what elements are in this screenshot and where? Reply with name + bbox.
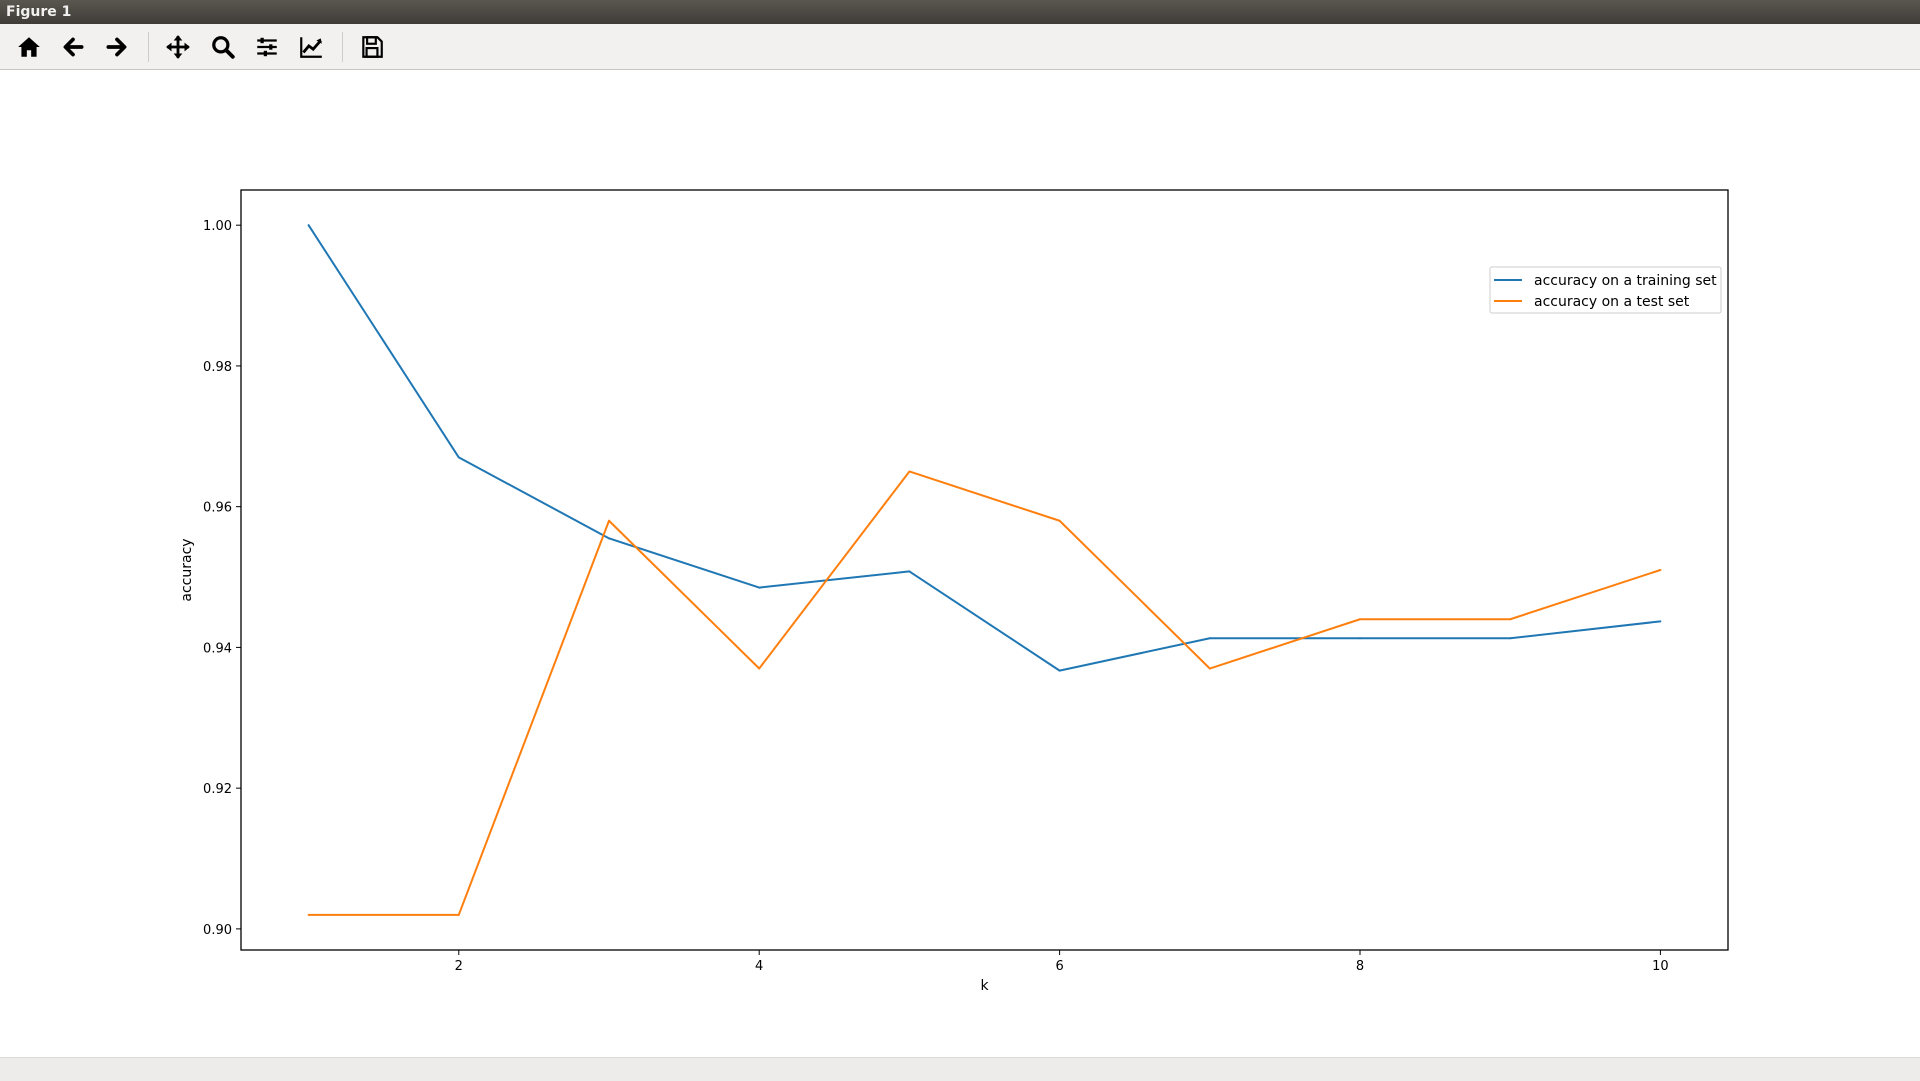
data-point [607, 537, 610, 540]
data-point [1659, 620, 1662, 623]
y-axis: 0.90 0.92 0.94 0.96 0.98 1.00 [203, 219, 241, 938]
data-point [908, 470, 911, 473]
floppy-disk-icon [362, 36, 383, 58]
data-point [307, 913, 310, 916]
data-point [457, 913, 460, 916]
navigation-toolbar [0, 24, 1920, 70]
toolbar-separator [148, 32, 149, 62]
series-layer [307, 224, 1662, 916]
y-tick-label: 0.90 [203, 923, 232, 938]
x-tick-label: 8 [1356, 959, 1364, 974]
figure-canvas[interactable]: 2 4 6 8 10 0.90 0.92 0.94 0.96 0.98 1.00 k accura… [0, 71, 1920, 1057]
x-tick-label: 4 [755, 959, 763, 974]
y-tick-label: 0.98 [203, 360, 232, 375]
data-point [1509, 637, 1512, 640]
x-tick-label: 10 [1652, 959, 1669, 974]
home-icon [18, 37, 40, 57]
toolbar-separator [342, 32, 343, 62]
line-chart-icon [300, 37, 322, 58]
data-point [1659, 569, 1662, 571]
zoom-button[interactable] [206, 30, 240, 64]
home-button[interactable] [12, 30, 46, 64]
data-point [908, 570, 911, 573]
forward-button[interactable] [100, 30, 134, 64]
data-point [1058, 669, 1061, 672]
legend: accuracy on a training set accuracy on a … [1489, 266, 1722, 314]
edit-axis-button[interactable] [294, 30, 328, 64]
data-point [1058, 519, 1061, 522]
save-button[interactable] [355, 30, 389, 64]
sliders-icon [257, 37, 277, 57]
data-point [1208, 667, 1211, 670]
data-point [307, 224, 310, 227]
x-axis: 2 4 6 8 10 [455, 950, 1669, 974]
data-point [457, 456, 460, 459]
x-tick-label: 2 [455, 959, 463, 974]
series-line-1 [307, 224, 1661, 672]
arrow-right-icon [106, 37, 127, 57]
x-tick-label: 6 [1055, 959, 1063, 974]
subplots-button[interactable] [250, 30, 284, 64]
window-title: Figure 1 [6, 4, 72, 20]
y-tick-label: 0.96 [203, 501, 232, 516]
data-point [607, 519, 610, 522]
data-point [1359, 637, 1362, 640]
line-chart: 2 4 6 8 10 0.90 0.92 0.94 0.96 0.98 1.00 k accura… [179, 189, 1729, 994]
data-point [758, 586, 761, 589]
move-icon [166, 35, 190, 59]
y-tick-label: 0.94 [203, 641, 232, 656]
axes-frame [240, 189, 1729, 951]
status-bar [0, 1057, 1920, 1081]
data-point [758, 667, 761, 670]
y-axis-label: accuracy [179, 538, 195, 601]
data-point [1208, 637, 1211, 640]
legend-label: accuracy on a training set [1534, 273, 1717, 289]
data-point [1359, 618, 1362, 621]
x-axis-label: k [980, 978, 989, 994]
pan-button[interactable] [161, 30, 195, 64]
legend-box [1489, 266, 1722, 314]
back-button[interactable] [56, 30, 90, 64]
series-line-2 [308, 470, 1661, 916]
legend-label: accuracy on a test set [1534, 294, 1690, 310]
y-tick-label: 1.00 [203, 219, 232, 234]
y-tick-label: 0.92 [203, 782, 232, 797]
arrow-left-icon [63, 37, 84, 57]
data-point [1509, 618, 1512, 621]
window-titlebar: Figure 1 [0, 0, 1920, 24]
magnifier-icon [212, 36, 235, 59]
